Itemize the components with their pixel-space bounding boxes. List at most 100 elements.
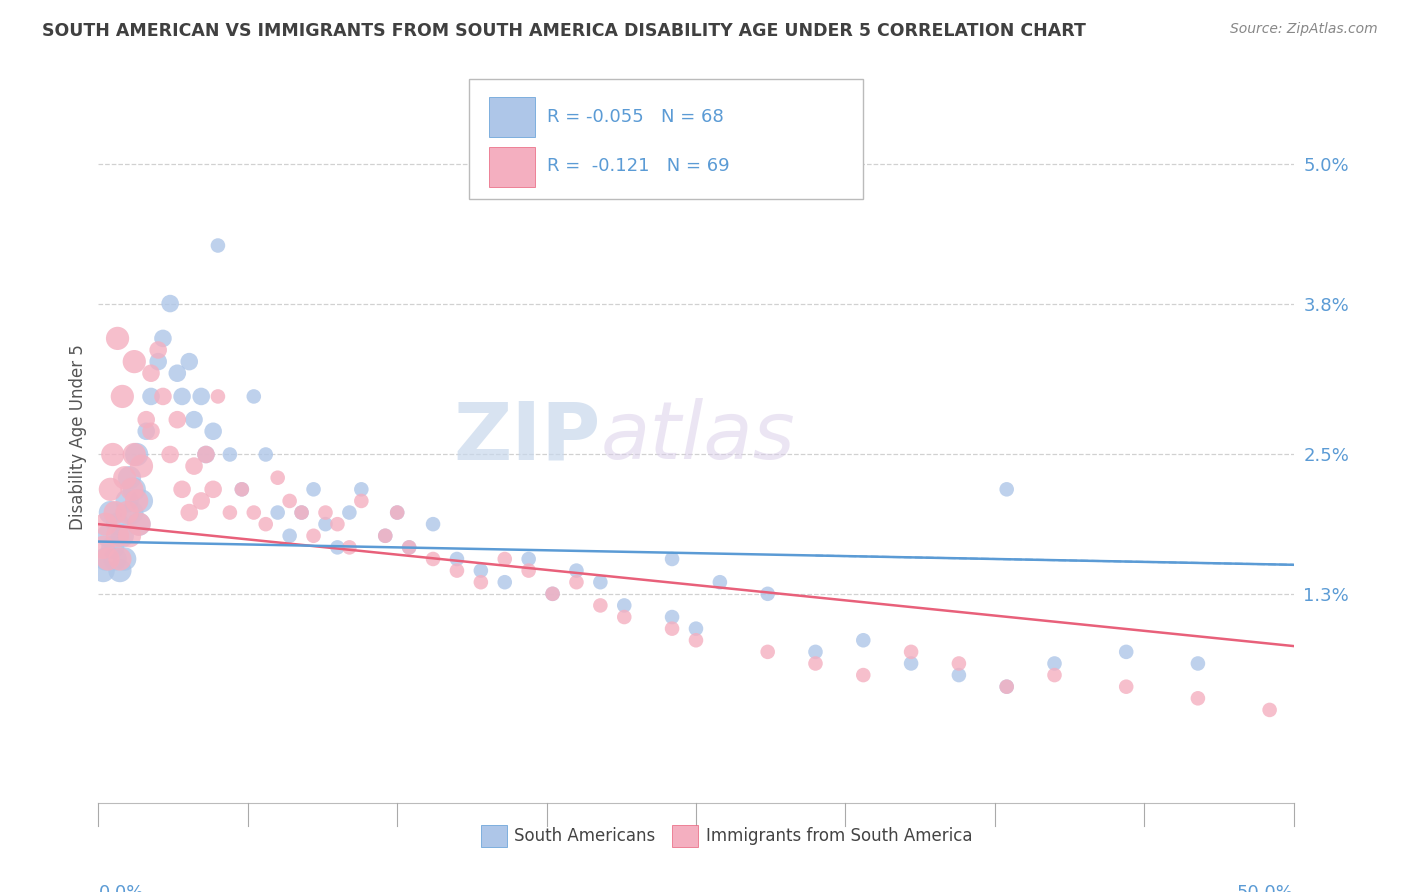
Point	[219, 506, 242, 520]
Point	[565, 575, 588, 590]
Point	[166, 412, 188, 426]
Point	[1258, 703, 1281, 717]
Point	[152, 389, 174, 403]
Point	[302, 483, 325, 497]
Bar	[672, 825, 699, 847]
Point	[231, 483, 253, 497]
Point	[1043, 668, 1066, 682]
Point	[1187, 691, 1209, 706]
Point	[339, 541, 361, 555]
Text: 50.0%: 50.0%	[1237, 884, 1294, 892]
Point	[108, 552, 131, 566]
Point	[756, 587, 779, 601]
Point	[114, 471, 136, 485]
Point	[541, 587, 564, 601]
Point	[278, 529, 301, 543]
Point	[291, 506, 314, 520]
Y-axis label: Disability Age Under 5: Disability Age Under 5	[69, 344, 87, 530]
Point	[900, 645, 922, 659]
Point	[470, 575, 492, 590]
Point	[1187, 657, 1209, 671]
Point	[94, 552, 117, 566]
Point	[114, 552, 136, 566]
Point	[517, 564, 540, 578]
Text: Source: ZipAtlas.com: Source: ZipAtlas.com	[1230, 22, 1378, 37]
Point	[565, 564, 588, 578]
Point	[1115, 645, 1137, 659]
Point	[179, 506, 201, 520]
Point	[995, 483, 1018, 497]
Point	[243, 506, 266, 520]
Point	[350, 483, 373, 497]
Point	[183, 412, 205, 426]
Point	[1043, 657, 1066, 671]
Point	[195, 448, 218, 462]
Point	[231, 483, 253, 497]
Text: R = -0.055   N = 68: R = -0.055 N = 68	[547, 108, 723, 126]
Point	[159, 448, 181, 462]
Point	[613, 610, 636, 624]
Point	[326, 541, 349, 555]
Point	[207, 389, 229, 403]
Point	[121, 483, 143, 497]
Point	[121, 506, 143, 520]
Point	[108, 564, 131, 578]
Point	[111, 529, 134, 543]
Text: 0.0%: 0.0%	[98, 884, 143, 892]
Point	[254, 517, 277, 532]
Point	[172, 483, 194, 497]
FancyBboxPatch shape	[470, 78, 863, 200]
Point	[446, 564, 468, 578]
Point	[995, 680, 1018, 694]
Point	[900, 657, 922, 671]
Point	[139, 366, 162, 380]
Point	[166, 366, 188, 380]
Point	[278, 494, 301, 508]
Point	[97, 552, 120, 566]
Point	[804, 657, 827, 671]
Bar	[481, 825, 508, 847]
Point	[195, 448, 218, 462]
Point	[291, 506, 314, 520]
Point	[385, 506, 409, 520]
Point	[685, 622, 707, 636]
Text: SOUTH AMERICAN VS IMMIGRANTS FROM SOUTH AMERICA DISABILITY AGE UNDER 5 CORRELATI: SOUTH AMERICAN VS IMMIGRANTS FROM SOUTH …	[42, 22, 1085, 40]
Point	[128, 517, 150, 532]
Point	[446, 552, 468, 566]
Point	[131, 494, 153, 508]
Point	[374, 529, 396, 543]
Point	[494, 575, 516, 590]
Point	[91, 541, 114, 555]
Point	[315, 517, 337, 532]
Point	[202, 424, 225, 438]
Point	[118, 529, 141, 543]
Point	[661, 610, 683, 624]
Point	[709, 575, 731, 590]
Point	[661, 622, 683, 636]
Point	[172, 389, 194, 403]
Point	[948, 657, 970, 671]
Point	[183, 459, 205, 474]
Text: South Americans: South Americans	[515, 827, 655, 845]
Point	[179, 354, 201, 368]
Point	[470, 564, 492, 578]
Point	[385, 506, 409, 520]
Text: atlas: atlas	[600, 398, 796, 476]
Point	[494, 552, 516, 566]
Point	[398, 541, 420, 555]
Point	[374, 529, 396, 543]
Point	[124, 448, 146, 462]
Point	[589, 599, 612, 613]
Point	[422, 517, 444, 532]
Point	[852, 633, 875, 648]
Point	[115, 494, 138, 508]
Point	[148, 343, 170, 357]
Point	[125, 494, 148, 508]
Point	[148, 354, 170, 368]
Point	[948, 668, 970, 682]
Point	[111, 389, 134, 403]
Point	[115, 506, 138, 520]
Point	[254, 448, 277, 462]
Point	[152, 331, 174, 345]
Bar	[489, 146, 534, 187]
